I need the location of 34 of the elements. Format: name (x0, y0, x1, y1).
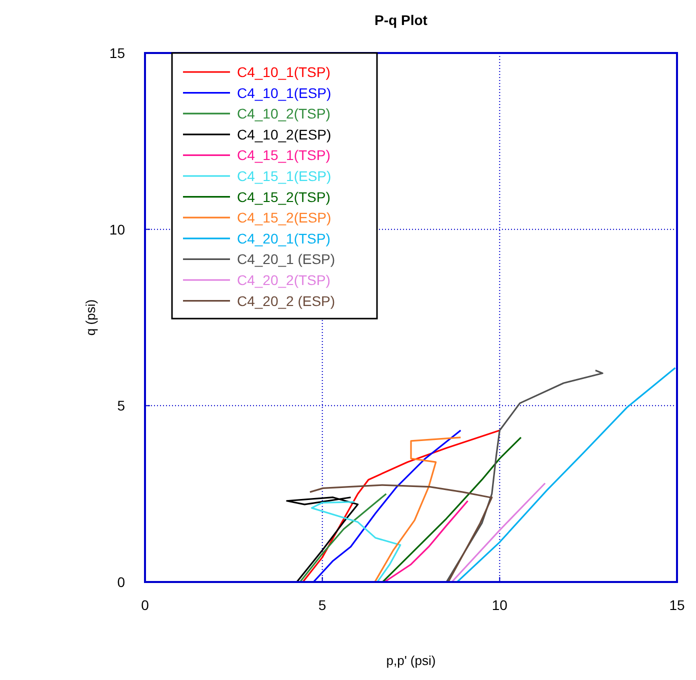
y-tick-label: 10 (109, 221, 126, 238)
legend-label: C4_10_1(ESP) (237, 84, 332, 101)
y-tick-label: 5 (117, 398, 126, 414)
line-series (374, 436, 462, 582)
x-tick-label: 0 (141, 597, 150, 613)
legend-label: C4_15_1(ESP) (237, 168, 332, 184)
x-tick-label: 15 (669, 597, 685, 613)
legend-label: C4_15_2(TSP) (237, 188, 330, 205)
legend-label: C4_10_2(TSP) (237, 106, 330, 122)
line-series (310, 501, 402, 582)
line-series (446, 370, 604, 582)
x-axis-title: p,p' (psi) (386, 653, 436, 668)
legend-label: C4_20_1(TSP) (237, 230, 330, 246)
legend-label: C4_15_1(TSP) (237, 147, 330, 164)
line-series (382, 436, 522, 582)
line-series (309, 484, 493, 582)
y-tick-label: 15 (109, 45, 126, 61)
y-tick-label: 0 (117, 574, 126, 590)
x-tick-label: 5 (318, 597, 326, 613)
legend-label: C4_20_2(TSP) (237, 272, 330, 288)
y-axis-title: q (psi) (83, 299, 98, 336)
legend-label: C4_10_2(ESP) (237, 126, 332, 142)
legend-label: C4_10_1(TSP) (237, 64, 330, 80)
legend-label: C4_20_1 (ESP) (237, 251, 336, 268)
line-series (456, 367, 676, 582)
x-tick-label: 10 (492, 597, 508, 613)
line-series (312, 430, 462, 582)
line-series (302, 430, 500, 582)
line-series (384, 500, 469, 582)
line-series (299, 493, 387, 582)
legend-label: C4_20_2 (ESP) (237, 292, 336, 309)
chart-title: P-q Plot (374, 12, 428, 28)
line-series (286, 496, 359, 582)
legend-label: C4_15_2(ESP) (237, 210, 332, 226)
